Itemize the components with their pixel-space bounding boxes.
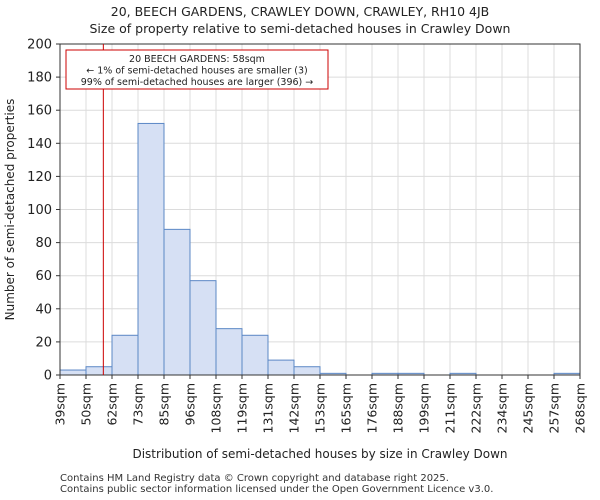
bar-50sqm	[85, 366, 113, 376]
x-tick-label: 119sqm	[235, 383, 250, 433]
x-tick-label: 199sqm	[417, 383, 432, 433]
annotation-line-1: 20 BEECH GARDENS: 58sqm	[129, 54, 265, 65]
x-ticks: 39sqm 50sqm 62sqm 73sqm 85sqm 96sqm 108sqm 119s…	[53, 375, 588, 433]
x-tick-label: 85sqm	[157, 383, 172, 426]
bar-119sqm	[241, 334, 269, 376]
x-tick-label: 108sqm	[209, 383, 224, 433]
bar-62sqm	[111, 334, 139, 376]
y-tick-label: 80	[35, 236, 52, 251]
chart-title-block: 20, BEECH GARDENS, CRAWLEY DOWN, CRAWLEY…	[0, 3, 600, 37]
x-axis-label: Distribution of semi-detached houses by …	[132, 447, 507, 461]
x-tick-label: 176sqm	[365, 383, 380, 433]
x-tick-label: 39sqm	[53, 383, 68, 426]
bars	[59, 122, 581, 376]
footer-line-2: Contains public sector information licen…	[60, 484, 494, 495]
x-tick-label: 153sqm	[313, 383, 328, 433]
chart-title: 20, BEECH GARDENS, CRAWLEY DOWN, CRAWLEY…	[110, 4, 490, 19]
x-tick-label: 50sqm	[79, 383, 94, 426]
bar-108sqm	[215, 328, 243, 376]
y-tick-label: 160	[27, 104, 52, 119]
x-tick-label: 268sqm	[573, 383, 588, 433]
annotation-box	[65, 49, 329, 90]
y-tick-label: 0	[44, 369, 52, 384]
y-tick-label: 140	[27, 137, 52, 152]
bar-131sqm	[267, 359, 295, 376]
chart-subtitle: Size of property relative to semi-detach…	[89, 21, 511, 36]
y-tick-label: 20	[35, 335, 52, 350]
y-tick-label: 180	[27, 71, 52, 86]
annotation-line-2: ← 1% of semi-detached houses are smaller…	[86, 66, 307, 77]
annotation-line-3: 99% of semi-detached houses are larger (…	[81, 77, 314, 88]
x-tick-label: 96sqm	[183, 383, 198, 426]
x-tick-label: 211sqm	[443, 383, 458, 433]
footer-line-1: Contains HM Land Registry data © Crown c…	[60, 473, 449, 484]
y-tick-label: 200	[27, 38, 52, 53]
bar-85sqm	[163, 228, 191, 376]
x-tick-label: 188sqm	[391, 383, 406, 433]
x-tick-label: 142sqm	[287, 383, 302, 433]
y-axis-label: Number of semi-detached properties	[3, 99, 17, 321]
y-tick-label: 120	[27, 170, 52, 185]
x-tick-label: 234sqm	[495, 383, 510, 433]
x-tick-label: 131sqm	[261, 383, 276, 433]
bar-96sqm	[189, 280, 217, 376]
property-marker: 20 BEECH GARDENS: 58sqm← 1% of semi-deta…	[65, 44, 329, 375]
x-tick-label: 245sqm	[521, 383, 536, 433]
x-tick-label: 257sqm	[547, 383, 562, 433]
x-tick-label: 222sqm	[469, 383, 484, 433]
y-ticks: 0 20 40 60 80 100 120 140 160 180 200	[27, 38, 60, 384]
y-tick-label: 60	[35, 269, 52, 284]
footer: Contains HM Land Registry data © Crown c…	[60, 473, 493, 495]
bar-39sqm	[59, 369, 87, 376]
bar-142sqm	[293, 366, 321, 376]
x-tick-label: 73sqm	[131, 383, 146, 426]
bar-73sqm	[137, 122, 165, 376]
y-tick-label: 40	[35, 302, 52, 317]
x-tick-label: 62sqm	[105, 383, 120, 426]
histogram-chart: 0 20 40 60 80 100 120 140 160 180 200 39sqm 50sqm 62…	[3, 38, 588, 462]
y-tick-label: 100	[27, 203, 52, 218]
x-tick-label: 165sqm	[339, 383, 354, 433]
